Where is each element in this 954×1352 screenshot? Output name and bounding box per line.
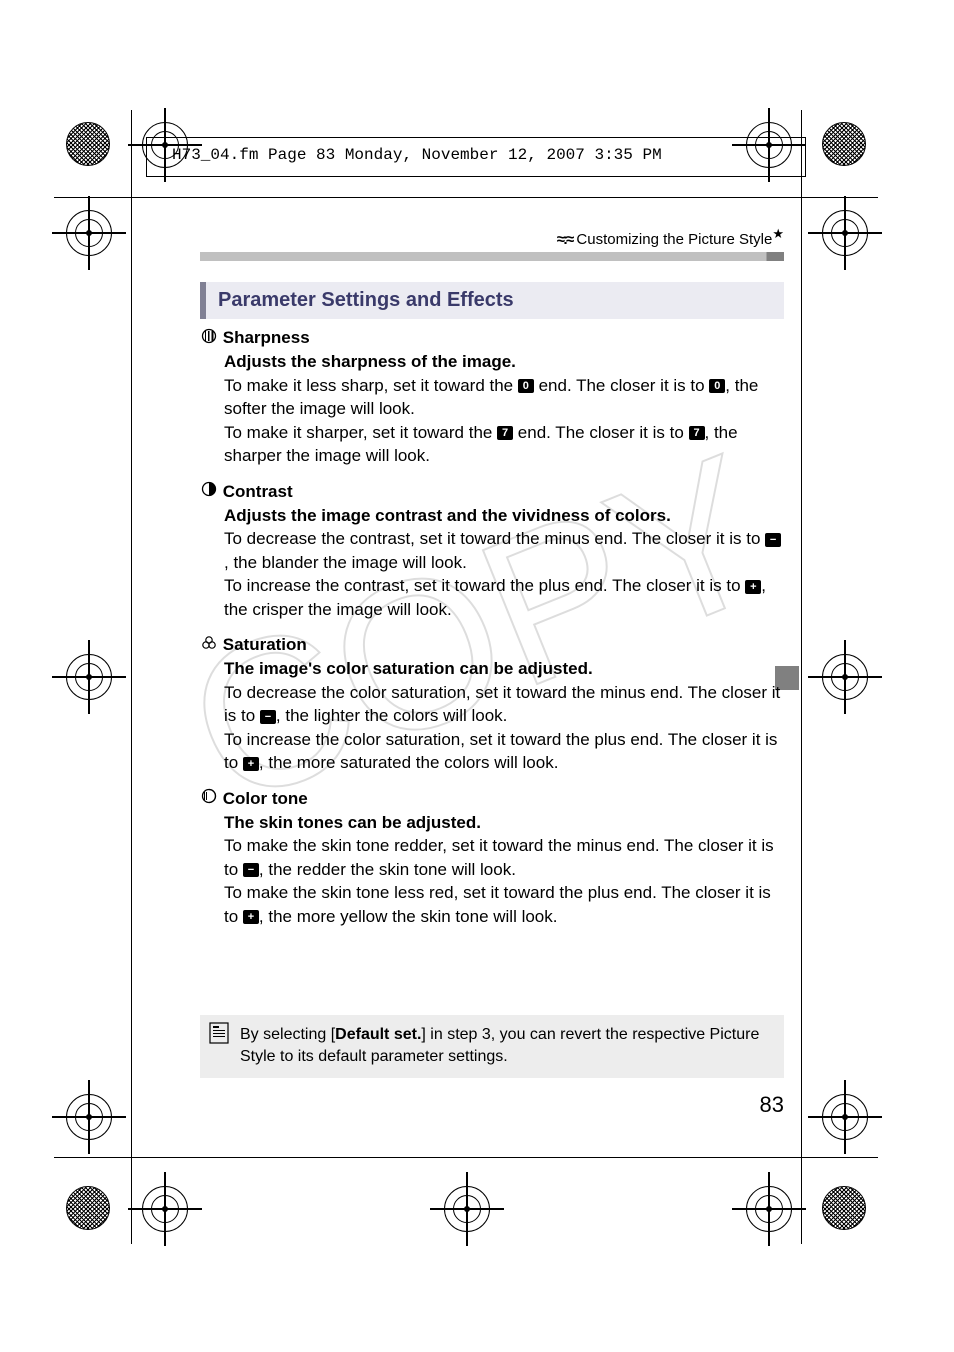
trim-line [131,110,132,1244]
plus-glyph-icon: + [243,910,259,924]
parameter-name: Saturation [223,635,307,654]
parameter-line: To decrease the contrast, set it toward … [224,527,784,574]
registration-mark-icon [142,1186,188,1232]
seven-glyph-icon: 7 [689,426,705,440]
plus-glyph-icon: + [745,580,761,594]
parameter-block: Color tone The skin tones can be adjusted… [200,787,784,929]
parameter-name: Color tone [223,789,308,808]
parameter-title-row: Color tone [200,787,784,811]
registration-pattern-icon [66,122,110,166]
minus-glyph-icon: − [260,710,276,724]
parameter-line: To increase the color saturation, set it… [224,728,784,775]
note-box: By selecting [Default set.] in step 3, y… [200,1015,784,1078]
parameter-line: To increase the contrast, set it toward … [224,574,784,621]
trim-line [54,1157,878,1158]
registration-mark-icon [66,1094,112,1140]
plus-glyph-icon: + [243,757,259,771]
colortone-icon [200,787,218,810]
note-bold: Default set. [335,1026,421,1043]
registration-mark-icon [746,1186,792,1232]
registration-mark-icon [66,210,112,256]
parameter-body: Adjusts the sharpness of the image.To ma… [224,350,784,467]
header-bar [200,252,784,261]
registration-mark-icon [142,122,188,168]
contrast-icon [200,480,218,503]
zero-glyph-icon: 0 [518,379,534,393]
parameter-body: Adjusts the image contrast and the vivid… [224,504,784,621]
parameter-subtitle: Adjusts the sharpness of the image. [224,350,784,373]
page-number: 83 [200,1092,784,1118]
parameter-title-row: Saturation [200,633,784,657]
picture-style-icon: ≈:≈ [557,231,572,248]
parameter-line: To make it sharper, set it toward the 7 … [224,421,784,468]
parameter-subtitle: Adjusts the image contrast and the vivid… [224,504,784,527]
parameter-title-row: Sharpness [200,326,784,350]
zero-glyph-icon: 0 [709,379,725,393]
seven-glyph-icon: 7 [497,426,513,440]
slug-text: H73_04.fm Page 83 Monday, November 12, 2… [172,146,662,164]
parameter-body: The image's color saturation can be adju… [224,657,784,774]
section-heading: Parameter Settings and Effects [200,282,784,319]
registration-mark-icon [822,210,868,256]
parameter-title-row: Contrast [200,480,784,504]
parameter-line: To decrease the color saturation, set it… [224,681,784,728]
parameter-line: To make the skin tone redder, set it tow… [224,834,784,881]
registration-mark-icon [444,1186,490,1232]
saturation-icon [200,634,218,657]
registration-pattern-icon [66,1186,110,1230]
parameter-block: Sharpness Adjusts the sharpness of the im… [200,326,784,468]
note-icon [209,1022,229,1044]
parameter-block: Saturation The image's color saturation c… [200,633,784,775]
minus-glyph-icon: − [765,533,781,547]
registration-mark-icon [822,1094,868,1140]
parameter-line: To make it less sharp, set it toward the… [224,374,784,421]
registration-pattern-icon [822,1186,866,1230]
registration-pattern-icon [822,122,866,166]
parameter-subtitle: The image's color saturation can be adju… [224,657,784,680]
trim-line [801,110,802,1244]
parameter-body: The skin tones can be adjusted.To make t… [224,811,784,928]
registration-mark-icon [66,654,112,700]
note-pre: By selecting [ [240,1026,335,1043]
parameter-line: To make the skin tone less red, set it t… [224,881,784,928]
parameter-name: Sharpness [223,328,310,347]
minus-glyph-icon: − [243,863,259,877]
registration-mark-icon [746,122,792,168]
content-body: Sharpness Adjusts the sharpness of the im… [200,326,784,940]
registration-mark-icon [822,654,868,700]
parameter-name: Contrast [223,482,293,501]
star-icon: ★ [772,226,784,241]
running-head-text: Customizing the Picture Style [576,231,772,248]
trim-line [54,197,878,198]
parameter-subtitle: The skin tones can be adjusted. [224,811,784,834]
running-head: ≈:≈ Customizing the Picture Style★ [200,226,784,248]
parameter-block: Contrast Adjusts the image contrast and t… [200,480,784,622]
sharpness-icon [200,327,218,350]
